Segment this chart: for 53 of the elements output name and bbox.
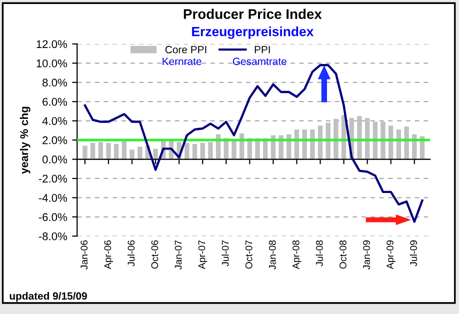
y-tick-label: -4.0%	[38, 194, 67, 202]
chart-title: Producer Price Index	[184, 8, 322, 19]
bar	[404, 126, 409, 160]
x-tick-label: Jan-09	[363, 240, 370, 270]
annotation: Kernrate	[162, 58, 202, 66]
bar	[310, 129, 315, 160]
bar	[200, 142, 205, 160]
x-tick-label: Jan-08	[268, 240, 276, 270]
y-tick-label: 4.0%	[42, 117, 67, 125]
x-tick-label: Apr-06	[104, 240, 114, 270]
x-tick-label: Oct-07	[245, 240, 252, 269]
line-series	[84, 64, 424, 223]
x-tick-label: Jul-09	[410, 240, 418, 266]
chart-subtitle: Erzeugerpreisindex	[192, 26, 314, 39]
x-tick-label: Jan-07	[174, 240, 182, 270]
x-tick-label: Apr-09	[386, 240, 396, 270]
bar	[192, 144, 198, 160]
bar	[302, 129, 307, 160]
y-tick-label: 2.0%	[42, 136, 67, 144]
bar	[153, 148, 158, 160]
y-tick-label: 0.0%	[42, 156, 67, 164]
legend-label: PPI	[254, 46, 270, 54]
x-tick-label: Apr-07	[198, 240, 208, 270]
x-tick-label: Jan-06	[80, 240, 88, 270]
bar	[82, 146, 88, 160]
bar	[106, 142, 111, 160]
bar	[380, 122, 386, 160]
bar	[357, 116, 362, 160]
y-tick-label: 10.0%	[36, 59, 67, 68]
legend-label: Core PPI	[165, 46, 206, 54]
bar	[114, 144, 119, 160]
bar	[90, 142, 96, 160]
bar	[232, 140, 236, 160]
bar	[130, 150, 134, 160]
text: updated 9/15/09	[10, 292, 87, 302]
y-tick-label: -6.0%	[38, 213, 67, 222]
x-tick-label: Apr-08	[292, 240, 302, 270]
x-tick-label: Jul-06	[127, 240, 135, 266]
x-tick-label: Jul-07	[222, 240, 229, 266]
y-tick-label: -2.0%	[38, 174, 67, 183]
bar	[184, 142, 190, 160]
y-axis-title: yearly % chg	[20, 106, 30, 174]
bar	[334, 118, 338, 160]
y-tick-label: 12.0%	[36, 40, 67, 48]
annotation: Gesamtrate	[232, 58, 286, 66]
x-tick-label: Oct-06	[151, 240, 158, 269]
bar	[208, 142, 213, 160]
x-tick-label: Oct-08	[340, 240, 346, 269]
x-tick-label: Jul-08	[316, 240, 323, 266]
y-tick-label: -8.0%	[38, 232, 67, 240]
y-tick-label: 8.0%	[42, 78, 67, 87]
y-tick-label: 6.0%	[42, 98, 67, 106]
bar	[98, 142, 103, 160]
